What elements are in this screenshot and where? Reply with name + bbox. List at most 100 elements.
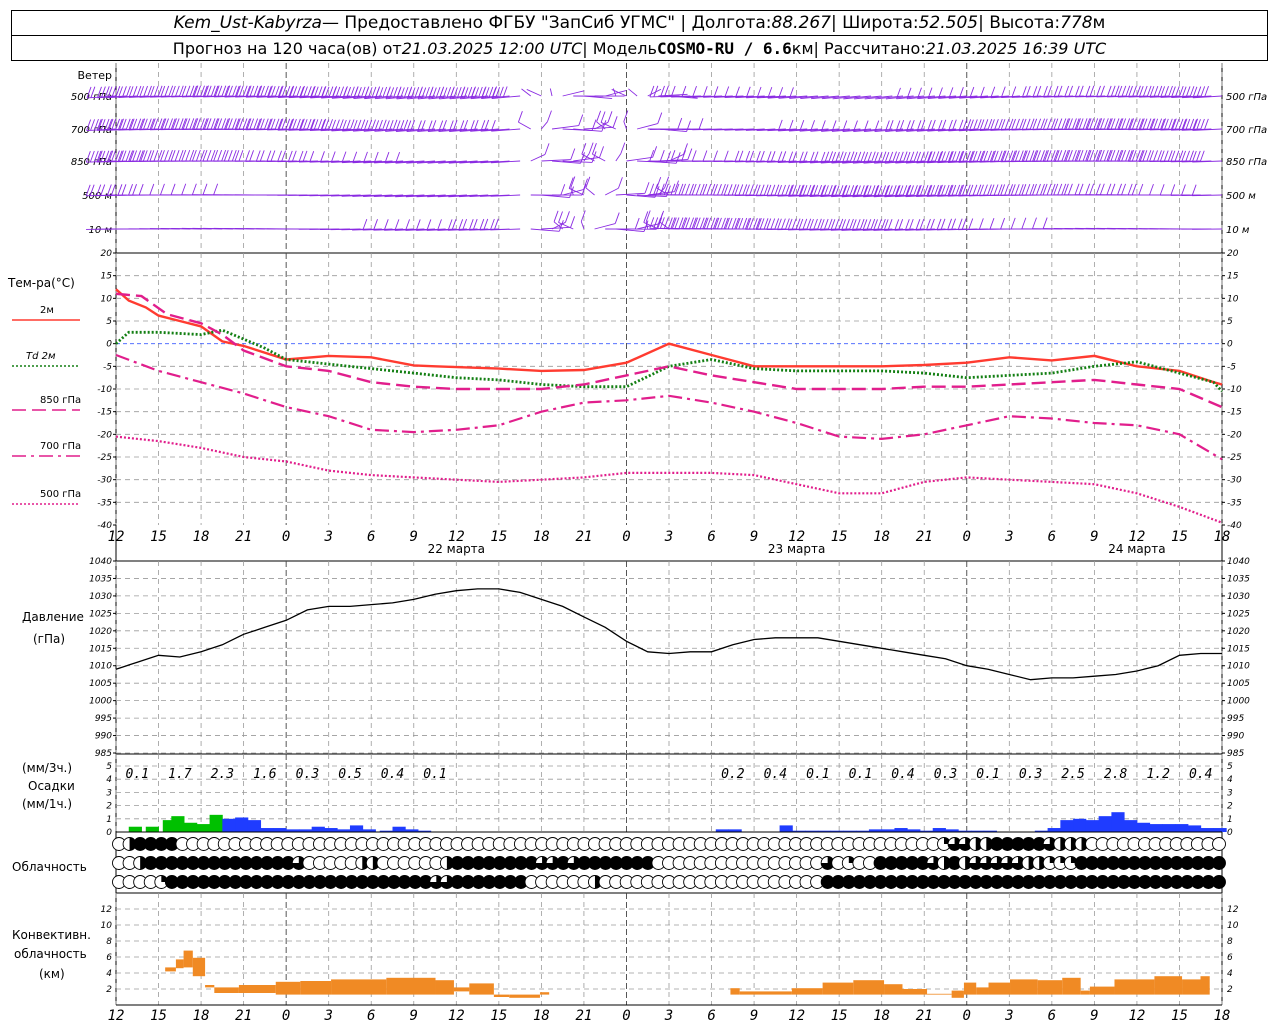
wind-barb-flag [189, 85, 195, 97]
cloud-cover-full [1180, 875, 1194, 889]
wind-barb-flag [234, 118, 240, 130]
wind-barb-flag [1046, 150, 1052, 162]
wind-barb-flag [845, 151, 851, 164]
convective-bar [853, 980, 885, 995]
precip-bar [932, 828, 946, 832]
precip-bar [1085, 820, 1100, 832]
wind-barb-shaft [375, 95, 404, 100]
precip-bar [1213, 828, 1227, 832]
cloud-cover-full [1117, 875, 1131, 889]
latitude-value: 52.505 [918, 13, 979, 33]
wind-barb-shaft [1192, 128, 1223, 131]
precip-bar [971, 830, 985, 832]
wind-barb-flag [1118, 149, 1124, 162]
wind-barb-flag [1057, 150, 1063, 162]
wind-barb-flag [277, 150, 282, 162]
time-tick-label: 6 [707, 1008, 715, 1024]
wind-barb-flag [1138, 118, 1144, 130]
convective-bar [739, 991, 792, 995]
wind-barb-flag [484, 87, 490, 99]
wind-barb-flag [682, 217, 688, 229]
wind-barb-flag [623, 110, 629, 122]
wind-barb-flag [1117, 118, 1123, 130]
wind-barb-flag [560, 184, 566, 196]
cloud-cover-full [281, 875, 295, 889]
precip-bar [128, 826, 142, 832]
cloud-cover-full [1149, 875, 1163, 889]
wind-barb-flag [1032, 217, 1037, 229]
wind-barb-flag [1089, 183, 1095, 195]
wind-barb-flag [657, 112, 663, 124]
time-tick-label: 15 [831, 1008, 848, 1024]
wind-barb-flag [979, 150, 985, 163]
wind-barb-flag [195, 118, 201, 130]
cloud-cover-full [1075, 875, 1088, 889]
wind-barb-flag [100, 86, 106, 98]
wind-barb-flag [888, 151, 894, 164]
cloud-cover-full [1138, 875, 1152, 889]
cloud-cover-full [1032, 837, 1046, 851]
wind-barb-flag [1097, 149, 1103, 162]
convective-tick-label: 8 [106, 937, 112, 947]
wind-barb-flag [781, 151, 787, 163]
wind-barb-flag [174, 118, 180, 130]
wind-barb-shaft [604, 187, 619, 196]
wind-barb-flag [382, 86, 388, 99]
wind-barb-flag [153, 85, 159, 98]
wind-barb-flag [607, 111, 613, 123]
wind-barb-shaft [405, 228, 436, 231]
wind-barb-flag [383, 219, 389, 231]
wind-barb-flag [1174, 150, 1180, 162]
wind-barb-shaft [353, 128, 382, 132]
wind-barb-flag [657, 217, 663, 229]
wind-barb-flag [695, 183, 701, 196]
cloud-cover-full [1149, 856, 1163, 870]
time-tick-label: 12 [108, 1008, 125, 1024]
wind-barb-flag [1000, 119, 1006, 131]
wind-barb-flag [763, 184, 769, 196]
wind-barb-flag [877, 185, 883, 197]
cloud-cover-full [154, 837, 168, 851]
cloud-cover-full [990, 875, 1004, 889]
temperature-tick-label: -30 [1227, 476, 1242, 486]
precip-bar [881, 829, 895, 832]
wind-barb-flag [809, 185, 815, 197]
cloud-cover-full [165, 837, 179, 851]
wind-barb-flag [792, 151, 797, 163]
wind-barb-flag [448, 120, 454, 132]
wind-barb-shaft [778, 128, 808, 132]
wind-barb-flag [877, 219, 882, 231]
cloud-cover-full [895, 856, 909, 870]
cloud-cover-full [821, 875, 835, 889]
wind-barb-flag [915, 185, 921, 197]
wind-barb-shaft [406, 160, 436, 164]
wind-barb-flag [249, 150, 254, 162]
wind-barb-flag [962, 119, 968, 131]
convective-bar [331, 979, 387, 995]
wind-barb-flag [1174, 118, 1180, 131]
wind-barb-flag [993, 184, 999, 196]
time-tick-label: 3 [1004, 1008, 1013, 1024]
wind-barb-flag [517, 111, 523, 123]
wind-barb-flag [570, 216, 576, 228]
wind-barb-flag [1015, 118, 1020, 131]
wind-barb-flag [352, 151, 358, 163]
wind-barb-flag [940, 185, 946, 197]
wind-barb-flag [309, 151, 315, 163]
wind-barb-flag [951, 151, 957, 163]
cloud-cover-full [1043, 875, 1057, 889]
wind-barb-flag [106, 184, 112, 196]
wind-barb-flag [1131, 183, 1137, 196]
wind-barb-flag [1117, 183, 1122, 195]
cloud-cover-full [1127, 856, 1141, 870]
time-tick-label: 21 [916, 529, 933, 545]
wind-barb-flag [987, 118, 993, 131]
wind-barb-shaft [647, 88, 662, 97]
wind-barb-flag [1074, 149, 1080, 162]
wind-barb-flag [403, 86, 409, 99]
wind-barb-shaft [735, 95, 765, 99]
cloud-cover-full [1022, 837, 1036, 851]
precip-bar [1149, 824, 1163, 832]
wind-barb-flag [324, 119, 330, 131]
precip-bar [324, 828, 338, 832]
